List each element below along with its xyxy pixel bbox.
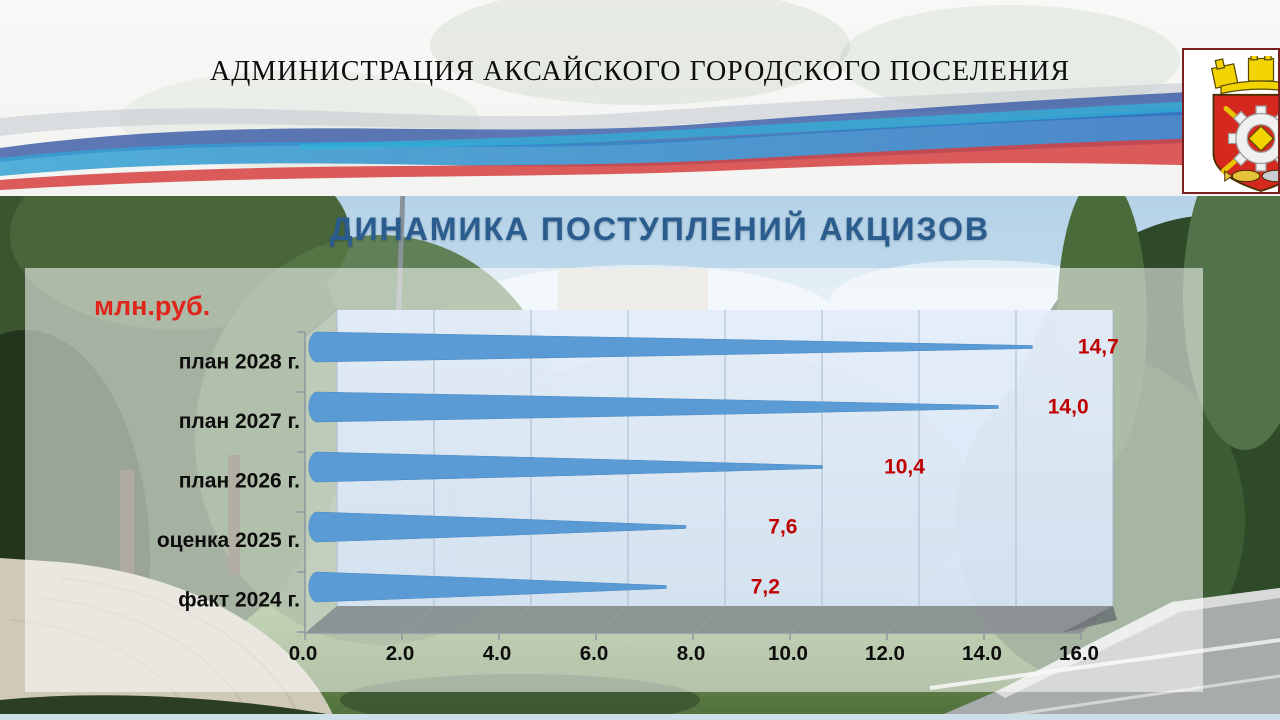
axis-unit-label: млн.руб. [94, 291, 211, 321]
chart-panel [25, 268, 1203, 692]
russia-tricolor-wave-icon [0, 0, 1280, 190]
coat-of-arms [1182, 48, 1280, 194]
header-band: АДМИНИСТРАЦИЯ АКСАЙСКОГО ГОРОДСКОГО ПОСЕ… [0, 0, 1280, 196]
aksay-coat-of-arms-icon [1210, 56, 1278, 192]
chart-title: ДИНАМИКА ПОСТУПЛЕНИЙ АКЦИЗОВ [329, 211, 991, 247]
header-title: АДМИНИСТРАЦИЯ АКСАЙСКОГО ГОРОДСКОГО ПОСЕ… [209, 56, 1071, 87]
